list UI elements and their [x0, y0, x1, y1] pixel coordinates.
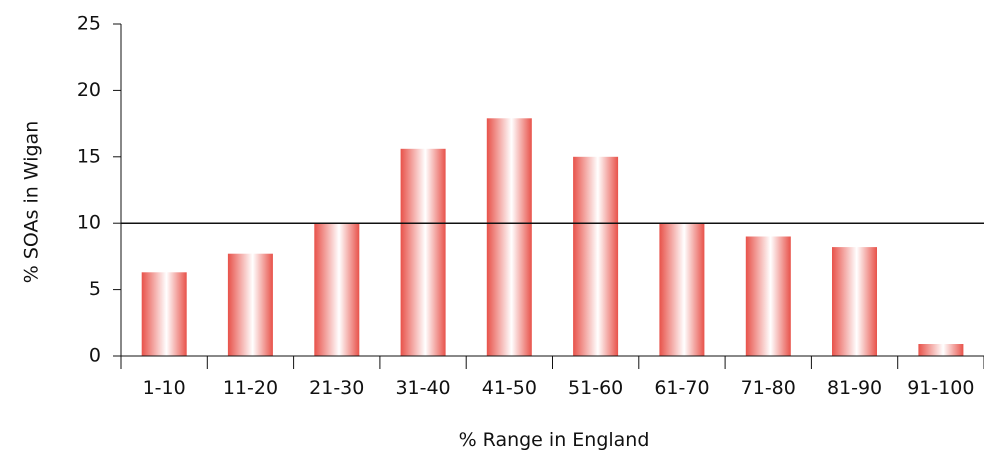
bar-51-60: [573, 157, 618, 356]
y-tick-label: 15: [77, 145, 101, 167]
y-tick-label: 5: [89, 278, 101, 300]
y-axis-title: % SOAs in Wigan: [21, 121, 43, 283]
bar-series: [142, 118, 964, 356]
y-tick-label: 0: [89, 345, 101, 367]
bar-61-70: [659, 223, 704, 356]
x-tick-label: 41-50: [482, 377, 537, 399]
bar-41-50: [487, 118, 532, 356]
bar-21-30: [314, 223, 359, 356]
x-tick-label: 81-90: [827, 377, 882, 399]
x-tick-label: 21-30: [309, 377, 364, 399]
bar-71-80: [746, 237, 791, 357]
y-tick-label: 10: [77, 212, 101, 234]
x-tick-label: 71-80: [741, 377, 796, 399]
x-tick-label: 61-70: [654, 377, 709, 399]
y-tick-label: 20: [77, 79, 101, 101]
bar-81-90: [832, 247, 877, 356]
bar-31-40: [401, 149, 446, 356]
x-tick-label: 51-60: [568, 377, 623, 399]
x-axis-ticks: 1-10 11-20 21-30 31-40 41-50 51-60 61-70 71-80 8…: [121, 356, 984, 399]
bar-11-20: [228, 254, 273, 356]
y-axis-ticks: 0 5 10 15 20 25: [77, 13, 121, 367]
bar-91-100: [918, 344, 963, 356]
x-axis-title: % Range in England: [459, 429, 650, 451]
x-tick-label: 1-10: [143, 377, 186, 399]
bar-1-10: [142, 272, 187, 356]
x-tick-label: 91-100: [907, 377, 974, 399]
x-tick-label: 11-20: [223, 377, 278, 399]
x-tick-label: 31-40: [395, 377, 450, 399]
y-tick-label: 25: [77, 13, 101, 35]
